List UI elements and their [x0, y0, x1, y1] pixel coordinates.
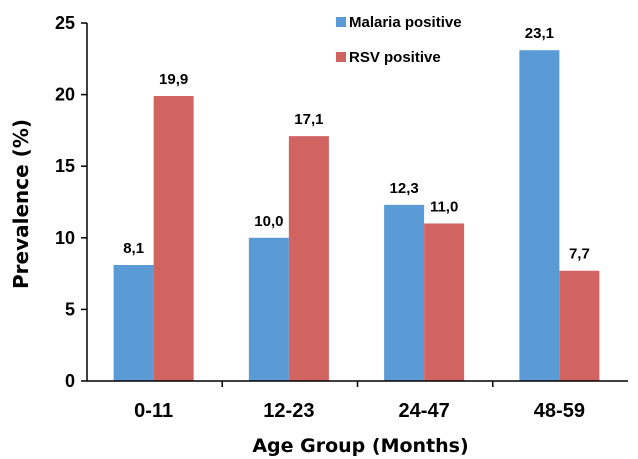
rsv-bar: [289, 136, 329, 381]
data-label: 7,7: [569, 246, 590, 263]
bars-group: [114, 50, 600, 381]
x-tick-label: 12-23: [263, 400, 314, 422]
legend-swatch-malaria: [336, 17, 346, 27]
data-label: 12,3: [390, 180, 419, 197]
y-tick-label: 10: [55, 228, 75, 248]
y-ticks-group: 0 5 10 15 20 25: [55, 13, 87, 391]
data-label: 10,0: [254, 213, 283, 230]
y-axis-title: Prevalence (%): [9, 119, 33, 289]
x-axis-title: Age Group (Months): [252, 435, 468, 457]
malaria-bar: [249, 238, 289, 381]
y-tick-label: 25: [55, 13, 75, 33]
legend-swatch-rsv: [336, 52, 346, 62]
y-tick-label: 20: [55, 85, 75, 105]
malaria-bar: [114, 265, 154, 381]
data-label: 11,0: [430, 198, 458, 215]
rsv-bar: [424, 223, 464, 381]
malaria-bar: [519, 50, 559, 381]
y-tick-label: 5: [65, 299, 75, 319]
x-tick-label: 48-59: [534, 400, 585, 422]
x-ticks-group: 0-11 12-23 24-47 48-59: [134, 381, 585, 422]
data-label: 17,1: [294, 111, 323, 128]
legend: Malaria positive RSV positive: [336, 14, 462, 66]
x-tick-label: 24-47: [399, 400, 450, 422]
y-tick-label: 15: [55, 156, 75, 176]
legend-label: Malaria positive: [349, 14, 462, 31]
data-label: 19,9: [159, 71, 188, 88]
x-tick-label: 0-11: [134, 400, 173, 422]
legend-label: RSV positive: [349, 49, 441, 66]
data-label: 23,1: [525, 25, 554, 42]
data-label: 8,1: [123, 240, 144, 257]
y-tick-label: 0: [65, 371, 75, 391]
malaria-bar: [384, 205, 424, 381]
rsv-bar: [154, 96, 194, 381]
rsv-bar: [559, 271, 599, 381]
